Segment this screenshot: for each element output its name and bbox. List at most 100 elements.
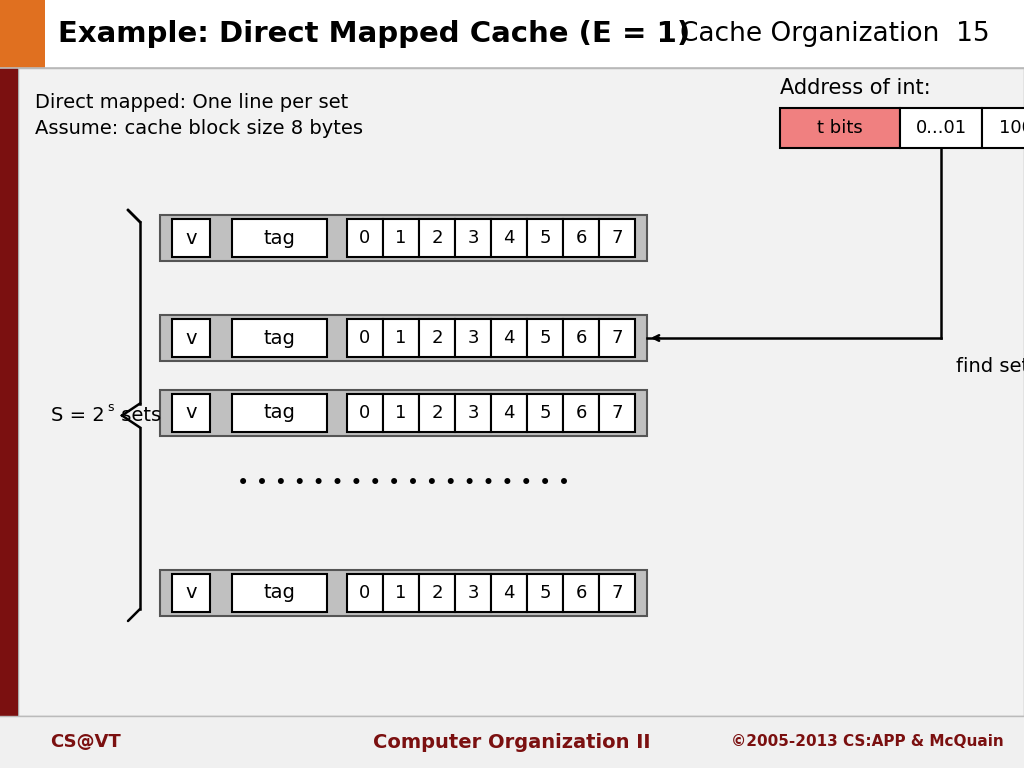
Text: Assume: cache block size 8 bytes: Assume: cache block size 8 bytes (35, 118, 362, 137)
Text: t bits: t bits (817, 119, 863, 137)
Bar (599, 319, 635, 357)
Bar (232, 574, 327, 612)
Bar (419, 319, 455, 357)
Text: 6: 6 (575, 404, 587, 422)
Text: Cache Organization  15: Cache Organization 15 (680, 21, 989, 47)
Text: 3: 3 (467, 404, 479, 422)
Bar (347, 574, 383, 612)
Text: Example: Direct Mapped Cache (E = 1): Example: Direct Mapped Cache (E = 1) (58, 20, 690, 48)
Bar (563, 394, 599, 432)
Text: 5: 5 (540, 329, 551, 347)
Text: 1: 1 (395, 329, 407, 347)
Text: 6: 6 (575, 584, 587, 602)
Bar (0, 0, 45, 68)
Text: 4: 4 (503, 404, 515, 422)
Text: 2: 2 (431, 584, 442, 602)
Bar (563, 319, 599, 357)
Bar (455, 319, 490, 357)
Text: 4: 4 (503, 584, 515, 602)
Text: 5: 5 (540, 584, 551, 602)
Bar (490, 574, 527, 612)
Text: 1: 1 (395, 404, 407, 422)
Text: 0: 0 (359, 584, 371, 602)
Text: 0...01: 0...01 (915, 119, 967, 137)
Text: v: v (185, 584, 197, 603)
Bar (347, 319, 383, 357)
Bar (160, 570, 647, 616)
Bar (383, 319, 419, 357)
Text: S = 2: S = 2 (51, 406, 105, 425)
Text: 7: 7 (611, 229, 623, 247)
Bar (232, 394, 327, 432)
Bar (455, 394, 490, 432)
Bar (490, 394, 527, 432)
Bar (172, 219, 210, 257)
Text: CS@VT: CS@VT (50, 733, 121, 751)
Text: • • • • • • • • • • • • • • • • • •: • • • • • • • • • • • • • • • • • • (237, 473, 570, 493)
Text: 6: 6 (575, 229, 587, 247)
Bar (347, 394, 383, 432)
Bar (419, 219, 455, 257)
Text: find set: find set (956, 356, 1024, 376)
Bar (18, 68, 1024, 716)
Bar (527, 574, 563, 612)
Bar (599, 574, 635, 612)
Bar (419, 394, 455, 432)
Text: 7: 7 (611, 584, 623, 602)
Text: Address of int:: Address of int: (780, 78, 931, 98)
Bar (527, 319, 563, 357)
Bar (172, 319, 210, 357)
Bar (527, 394, 563, 432)
Text: 6: 6 (575, 329, 587, 347)
Bar (0, 716, 1024, 768)
Text: 3: 3 (467, 229, 479, 247)
Bar (160, 315, 647, 361)
Text: 100: 100 (999, 119, 1024, 137)
Bar (232, 219, 327, 257)
Text: 2: 2 (431, 329, 442, 347)
Text: tag: tag (263, 229, 296, 247)
Text: v: v (185, 229, 197, 247)
Bar (160, 390, 647, 436)
Text: 4: 4 (503, 229, 515, 247)
Bar (563, 574, 599, 612)
Bar (0, 68, 18, 716)
Bar (455, 574, 490, 612)
Text: 3: 3 (467, 584, 479, 602)
Text: 3: 3 (467, 329, 479, 347)
Bar (45, 0, 1024, 68)
Bar (383, 574, 419, 612)
Text: 2: 2 (431, 404, 442, 422)
Text: v: v (185, 403, 197, 422)
Text: Direct mapped: One line per set: Direct mapped: One line per set (35, 94, 348, 112)
Bar (347, 219, 383, 257)
Text: tag: tag (263, 329, 296, 347)
Bar (455, 219, 490, 257)
Text: 0: 0 (359, 229, 371, 247)
Text: 5: 5 (540, 404, 551, 422)
Bar (172, 574, 210, 612)
Bar (982, 108, 1024, 148)
Text: ©2005-2013 CS:APP & McQuain: ©2005-2013 CS:APP & McQuain (731, 734, 1004, 750)
Text: s: s (106, 401, 114, 414)
Text: tag: tag (263, 584, 296, 603)
Bar (490, 319, 527, 357)
Text: 7: 7 (611, 404, 623, 422)
Text: 7: 7 (611, 329, 623, 347)
Bar (900, 108, 982, 148)
Text: 1: 1 (395, 229, 407, 247)
Text: Computer Organization II: Computer Organization II (374, 733, 650, 752)
Text: 0: 0 (359, 329, 371, 347)
Text: 4: 4 (503, 329, 515, 347)
Bar (599, 219, 635, 257)
Bar (383, 394, 419, 432)
Text: v: v (185, 329, 197, 347)
Text: sets: sets (115, 406, 161, 425)
Text: 0: 0 (359, 404, 371, 422)
Bar (232, 319, 327, 357)
Bar (172, 394, 210, 432)
Text: 2: 2 (431, 229, 442, 247)
Bar (563, 219, 599, 257)
Bar (599, 394, 635, 432)
Bar (160, 215, 647, 261)
